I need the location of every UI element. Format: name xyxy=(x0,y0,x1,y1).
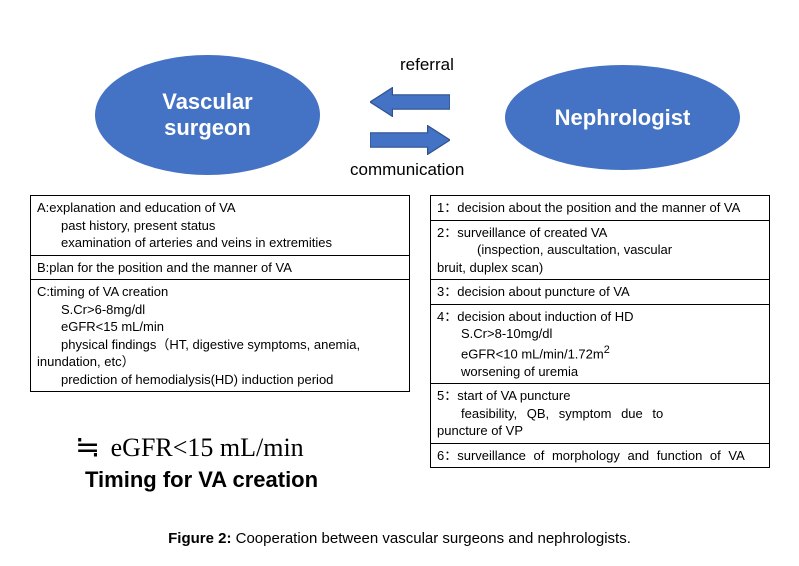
cell-text: 6：surveillance of morphology and functio… xyxy=(437,448,745,463)
vascular-surgeon-ellipse: Vascular surgeon xyxy=(95,55,320,175)
caption-bold: Figure 2: xyxy=(168,530,231,547)
cell-text: A:explanation and education of VA xyxy=(37,200,236,215)
right-row-5: 5：start of VA puncture feasibility, QB, … xyxy=(431,384,769,444)
cell-text: 5：start of VA puncture xyxy=(437,388,570,403)
right-row-1: 1：decision about the position and the ma… xyxy=(431,196,769,221)
cell-text: eGFR<10 mL/min/1.72m2 xyxy=(437,343,763,363)
referral-label: referral xyxy=(400,55,454,75)
caption-text: Cooperation between vascular surgeons an… xyxy=(231,530,630,547)
formula-line: ≒ eGFR<15 mL/min xyxy=(75,430,415,465)
cell-text: physical findings（HT, digestive symptoms… xyxy=(37,336,403,354)
diagram-top: Vascular surgeon Nephrologist referral c… xyxy=(0,0,799,185)
cell-text: bruit, duplex scan) xyxy=(437,260,543,275)
left-row-c: C:timing of VA creation S.Cr>6-8mg/dl eG… xyxy=(31,280,409,391)
right-row-3: 3：decision about puncture of VA xyxy=(431,280,769,305)
cell-text: feasibility, QB, symptom due to xyxy=(437,405,763,423)
approx-equal-icon: ≒ xyxy=(75,430,100,465)
arrow-right-icon xyxy=(370,125,450,155)
cell-text: 1：decision about the position and the ma… xyxy=(437,200,740,215)
cell-text: (inspection, auscultation, vascular xyxy=(437,241,763,259)
left-row-b: B:plan for the position and the manner o… xyxy=(31,256,409,281)
figure-caption: Figure 2: Cooperation between vascular s… xyxy=(0,530,799,547)
ellipse-right-label: Nephrologist xyxy=(555,105,691,131)
cell-text: past history, present status xyxy=(37,217,403,235)
left-table: A:explanation and education of VA past h… xyxy=(30,195,410,392)
right-row-6: 6：surveillance of morphology and functio… xyxy=(431,444,769,468)
cell-text: prediction of hemodialysis(HD) induction… xyxy=(37,371,403,389)
cell-text: 4：decision about induction of HD xyxy=(437,309,634,324)
arrow-left-icon xyxy=(370,87,450,117)
cell-text: C:timing of VA creation xyxy=(37,284,168,299)
cell-text: inundation, etc） xyxy=(37,354,135,369)
left-row-a: A:explanation and education of VA past h… xyxy=(31,196,409,256)
right-table: 1：decision about the position and the ma… xyxy=(430,195,770,468)
cell-text: B:plan for the position and the manner o… xyxy=(37,260,292,275)
nephrologist-ellipse: Nephrologist xyxy=(505,65,740,170)
cell-text: examination of arteries and veins in ext… xyxy=(37,234,403,252)
formula-expr: eGFR<15 mL/min xyxy=(111,433,304,463)
right-row-2: 2：surveillance of created VA (inspection… xyxy=(431,221,769,281)
arrow-area: referral communication xyxy=(340,55,490,185)
formula-subtitle: Timing for VA creation xyxy=(85,467,415,493)
cell-text: eGFR<15 mL/min xyxy=(37,318,403,336)
cell-text: S.Cr>6-8mg/dl xyxy=(37,301,403,319)
right-row-4: 4：decision about induction of HD S.Cr>8-… xyxy=(431,305,769,385)
cell-text: worsening of uremia xyxy=(437,363,763,381)
communication-label: communication xyxy=(350,160,464,180)
cell-text: S.Cr>8-10mg/dl xyxy=(437,325,763,343)
ellipse-left-label: Vascular surgeon xyxy=(162,89,253,142)
formula-area: ≒ eGFR<15 mL/min Timing for VA creation xyxy=(75,430,415,493)
cell-text: 3：decision about puncture of VA xyxy=(437,284,630,299)
cell-text: puncture of VP xyxy=(437,423,523,438)
cell-text: 2：surveillance of created VA xyxy=(437,225,607,240)
